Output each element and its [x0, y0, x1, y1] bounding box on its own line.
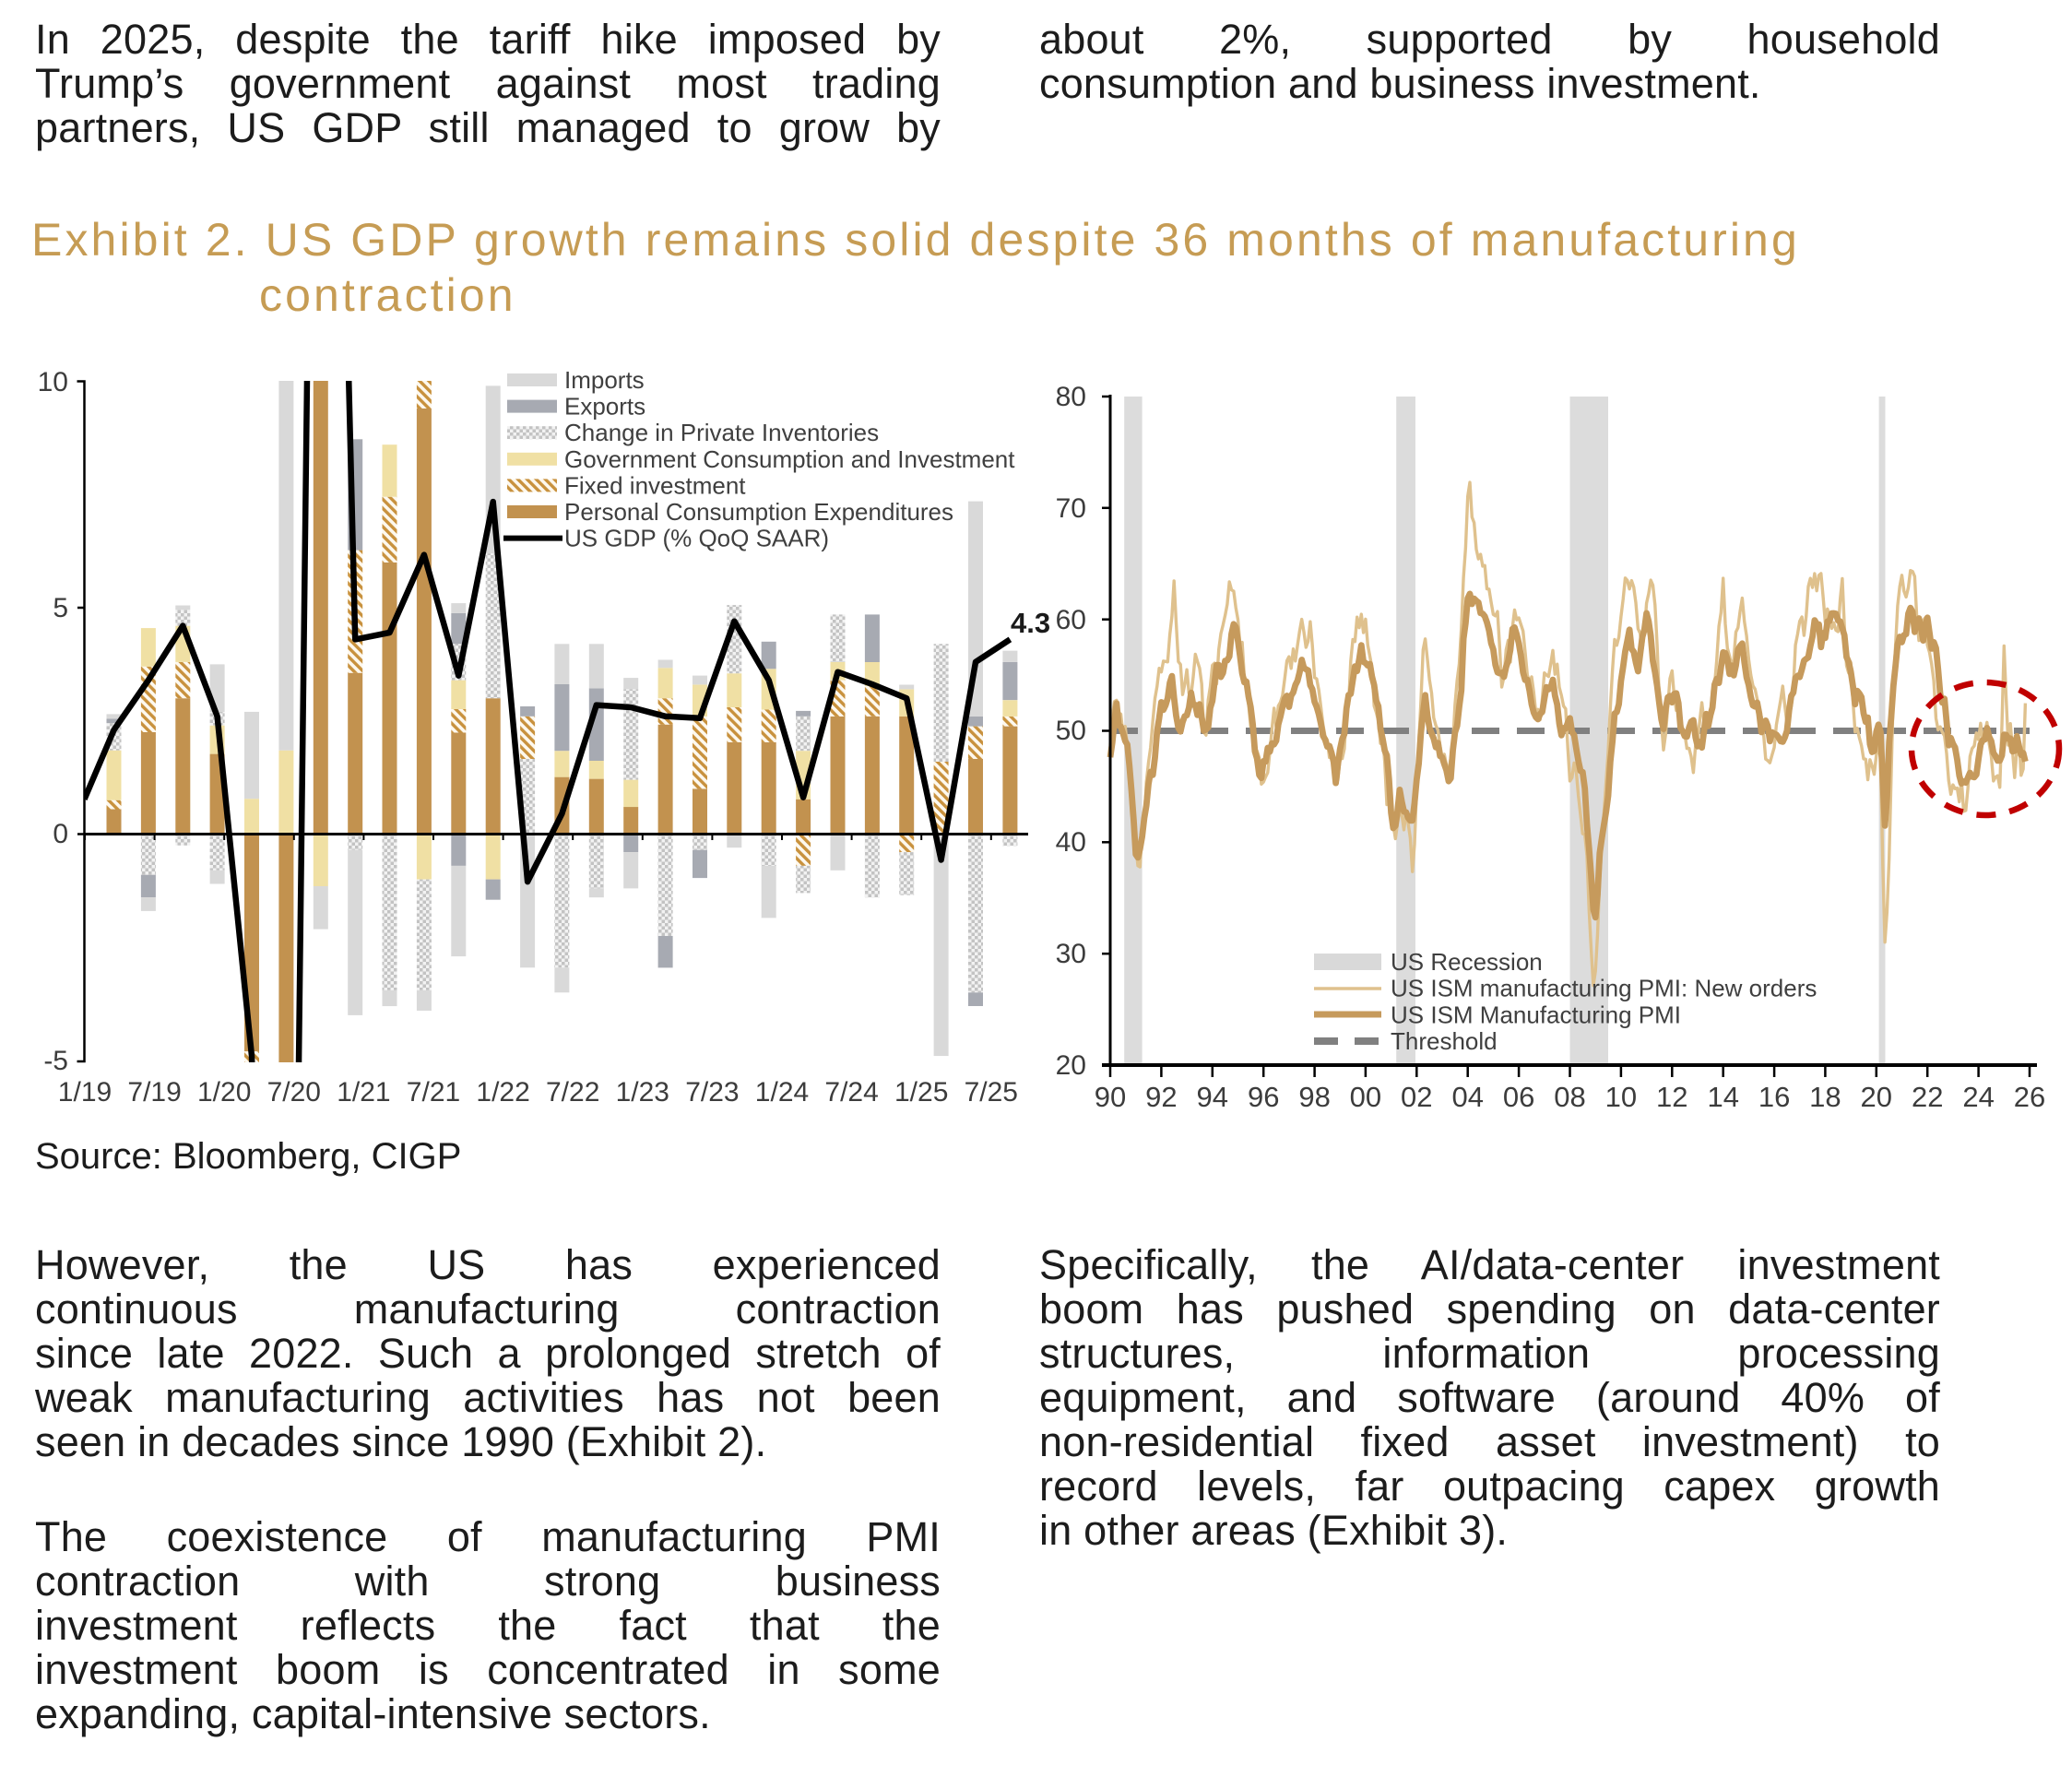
svg-text:Personal Consumption Expenditu: Personal Consumption Expenditures: [564, 498, 953, 526]
svg-text:24: 24: [1962, 1081, 1994, 1113]
svg-text:26: 26: [2014, 1081, 2045, 1113]
svg-text:20: 20: [1861, 1081, 1892, 1113]
svg-text:-5: -5: [43, 1046, 68, 1076]
svg-text:7/20: 7/20: [267, 1077, 321, 1108]
svg-text:12: 12: [1656, 1081, 1687, 1113]
svg-text:Change in Private Inventories: Change in Private Inventories: [564, 419, 879, 446]
svg-text:06: 06: [1503, 1081, 1534, 1113]
svg-text:Imports: Imports: [564, 366, 645, 394]
svg-text:7/23: 7/23: [685, 1077, 739, 1108]
svg-text:50: 50: [1056, 716, 1086, 746]
svg-text:1/21: 1/21: [337, 1077, 390, 1108]
svg-text:1/24: 1/24: [755, 1077, 809, 1108]
svg-text:80: 80: [1056, 382, 1086, 412]
svg-text:16: 16: [1758, 1081, 1790, 1113]
svg-text:92: 92: [1145, 1081, 1177, 1113]
svg-text:22: 22: [1912, 1081, 1943, 1113]
svg-text:02: 02: [1401, 1081, 1432, 1113]
svg-text:US ISM manufacturing PMI: New: US ISM manufacturing PMI: New orders: [1391, 975, 1817, 1002]
svg-text:10: 10: [1605, 1081, 1637, 1113]
svg-text:10: 10: [38, 367, 68, 397]
svg-text:96: 96: [1248, 1081, 1279, 1113]
svg-text:5: 5: [53, 593, 68, 623]
svg-text:0: 0: [53, 819, 68, 849]
svg-text:7/21: 7/21: [407, 1077, 460, 1108]
svg-text:7/24: 7/24: [824, 1077, 878, 1108]
svg-text:4.3: 4.3: [1011, 607, 1050, 639]
svg-text:94: 94: [1197, 1081, 1228, 1113]
svg-text:1/20: 1/20: [197, 1077, 251, 1108]
svg-text:US Recession: US Recession: [1391, 948, 1543, 976]
svg-text:08: 08: [1554, 1081, 1585, 1113]
svg-text:70: 70: [1056, 493, 1086, 524]
svg-text:00: 00: [1350, 1081, 1381, 1113]
svg-text:1/22: 1/22: [476, 1077, 529, 1108]
svg-text:Government Consumption and Inv: Government Consumption and Investment: [564, 445, 1015, 473]
svg-text:7/19: 7/19: [127, 1077, 181, 1108]
svg-text:98: 98: [1298, 1081, 1330, 1113]
svg-text:1/23: 1/23: [616, 1077, 669, 1108]
svg-text:04: 04: [1451, 1081, 1483, 1113]
svg-text:18: 18: [1809, 1081, 1841, 1113]
svg-text:7/25: 7/25: [965, 1077, 1018, 1108]
svg-text:40: 40: [1056, 827, 1086, 858]
svg-text:Threshold: Threshold: [1391, 1027, 1498, 1055]
svg-text:US ISM Manufacturing PMI: US ISM Manufacturing PMI: [1391, 1001, 1681, 1028]
svg-text:90: 90: [1095, 1081, 1126, 1113]
svg-text:60: 60: [1056, 605, 1086, 635]
svg-text:14: 14: [1707, 1081, 1738, 1113]
svg-text:Exports: Exports: [564, 393, 645, 421]
svg-text:1/25: 1/25: [894, 1077, 948, 1108]
svg-text:7/22: 7/22: [546, 1077, 599, 1108]
svg-text:20: 20: [1056, 1050, 1086, 1081]
svg-text:30: 30: [1056, 939, 1086, 969]
svg-text:US GDP (% QoQ SAAR): US GDP (% QoQ SAAR): [564, 525, 829, 552]
svg-text:1/19: 1/19: [58, 1077, 112, 1108]
svg-text:Fixed investment: Fixed investment: [564, 471, 746, 499]
